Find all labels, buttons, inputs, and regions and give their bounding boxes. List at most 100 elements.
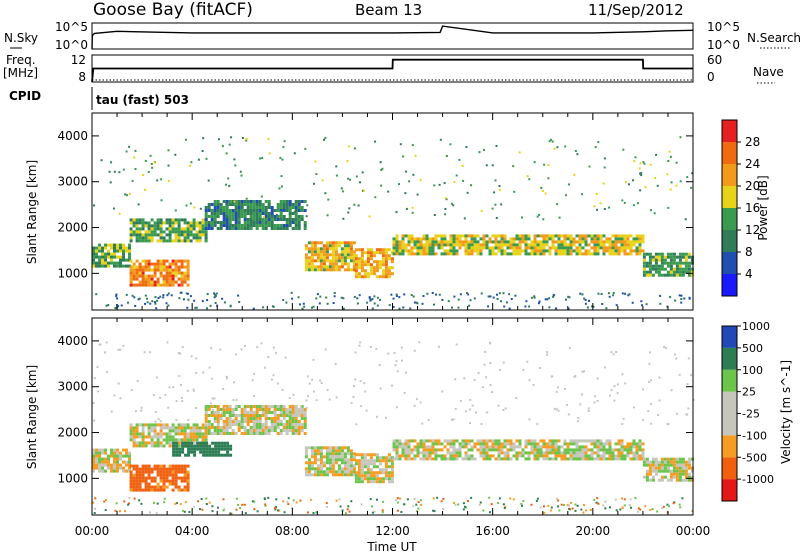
heatmap-cell [104, 457, 107, 461]
scatter-point [567, 307, 570, 310]
scatter-point [546, 353, 549, 356]
heatmap-cell [255, 221, 259, 224]
heatmap-cell [455, 249, 459, 253]
heatmap-cell [392, 237, 396, 241]
heatmap-cell [672, 460, 676, 464]
scatter-point [470, 496, 473, 499]
heatmap-cell [153, 435, 157, 439]
heatmap-cell [449, 445, 453, 449]
heatmap-cell [354, 257, 358, 261]
heatmap-cell [548, 252, 552, 256]
heatmap-cell [375, 248, 379, 252]
scatter-point [105, 304, 108, 307]
heatmap-cell [92, 448, 95, 452]
heatmap-cell [425, 240, 429, 244]
heatmap-cell [569, 454, 573, 458]
heatmap-cell [159, 473, 163, 477]
heatmap-cell [186, 476, 190, 480]
scatter-point [293, 210, 296, 213]
scatter-point [504, 505, 507, 508]
scatter-point [213, 296, 216, 299]
heatmap-cell [183, 426, 187, 430]
heatmap-cell [303, 423, 307, 426]
heatmap-cell [599, 457, 603, 461]
heatmap-cell [255, 420, 259, 423]
heatmap-cell [285, 426, 289, 429]
heatmap-cell [678, 252, 682, 256]
heatmap-cell [569, 448, 573, 452]
heatmap-cell [174, 467, 178, 471]
scatter-point [347, 211, 350, 214]
heatmap-cell [174, 470, 178, 474]
heatmap-cell [440, 448, 444, 452]
noise-panel: N.Sky 10^5 10^0 10^5 10^0 N.Search [4, 20, 800, 52]
heatmap-cell [482, 454, 486, 458]
heatmap-cell [310, 250, 314, 254]
heatmap-cell [264, 414, 268, 417]
heatmap-cell [331, 259, 335, 263]
heatmap-cell [608, 237, 612, 241]
scatter-point [679, 506, 682, 509]
heatmap-cell [240, 209, 244, 212]
heatmap-cell [608, 439, 612, 443]
heatmap-cell [440, 237, 444, 241]
heatmap-cell [252, 212, 256, 215]
scatter-point [676, 412, 679, 415]
scatter-point [550, 509, 552, 512]
scatter-point [253, 372, 255, 375]
heatmap-cell [669, 264, 673, 268]
heatmap-cell [620, 457, 624, 461]
scatter-point [500, 300, 502, 303]
heatmap-cell [150, 429, 154, 433]
heatmap-cell [291, 411, 295, 414]
scatter-point [327, 198, 330, 201]
heatmap-cell [135, 239, 139, 243]
heatmap-cell [416, 252, 420, 256]
heatmap-cell [225, 405, 229, 408]
heatmap-cell [322, 461, 326, 465]
heatmap-cell [563, 246, 567, 250]
heatmap-cell [132, 268, 136, 272]
heatmap-cell [642, 475, 646, 479]
heatmap-cell [222, 209, 226, 212]
heatmap-cell [204, 233, 208, 237]
heatmap-cell [162, 444, 166, 448]
heatmap-cell [129, 221, 133, 225]
heatmap-cell [536, 240, 540, 244]
heatmap-cell [485, 243, 489, 247]
heatmap-cell [635, 451, 639, 455]
heatmap-cell [110, 466, 113, 470]
heatmap-cell [440, 234, 444, 238]
heatmap-cell [132, 479, 136, 483]
heatmap-cell [620, 240, 624, 244]
heatmap-cell [551, 243, 555, 247]
heatmap-cell [237, 212, 241, 215]
scatter-point [589, 509, 592, 511]
scatter-point [650, 209, 652, 212]
heatmap-cell [452, 246, 456, 250]
heatmap-cell [545, 451, 549, 455]
heatmap-cell [270, 206, 274, 209]
heatmap-cell [264, 405, 268, 408]
heatmap-cell [141, 221, 145, 225]
scatter-point [450, 202, 453, 205]
heatmap-cell [144, 464, 148, 468]
scatter-point [292, 499, 295, 502]
scatter-point [206, 293, 209, 295]
heatmap-cell [144, 224, 148, 228]
heatmap-cell [395, 252, 399, 256]
heatmap-cell [162, 485, 166, 489]
heatmap-cell [246, 429, 250, 432]
heatmap-cell [545, 237, 549, 241]
heatmap-cell [596, 439, 600, 443]
heatmap-cell [512, 243, 516, 247]
heatmap-cell [252, 432, 256, 435]
scatter-point [459, 293, 462, 296]
heatmap-cell [536, 243, 540, 247]
velocity-colorbar-label: 1000 [742, 320, 770, 333]
heatmap-cell [384, 456, 388, 460]
heatmap-cell [494, 234, 498, 238]
scatter-point [291, 506, 294, 509]
heatmap-cell [279, 203, 283, 206]
scatter-point [175, 419, 178, 422]
